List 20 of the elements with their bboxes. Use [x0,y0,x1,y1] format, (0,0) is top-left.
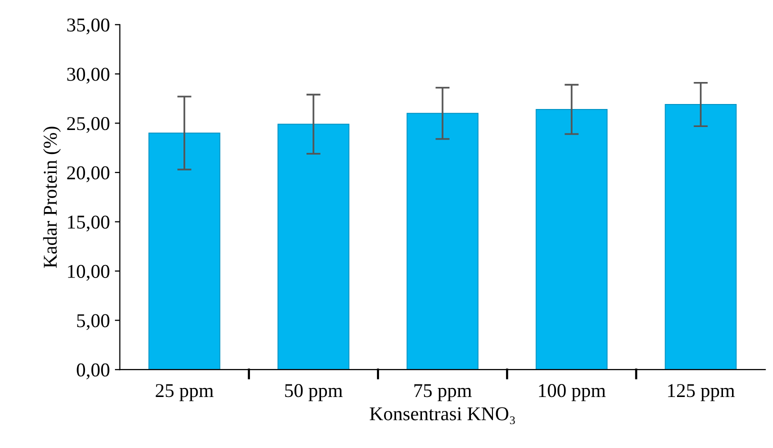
bar [664,104,737,370]
x-tick-label: 50 ppm [285,384,343,402]
y-tick-label: 20,00 [67,166,110,182]
y-tick-label: 10,00 [68,264,110,281]
x-tick-label: 100 ppm [539,384,606,402]
x-tick-label: 75 ppm [414,384,472,402]
bar [148,132,220,370]
y-tick-label: 15,00 [68,216,110,232]
y-tick-label: 25,00 [67,117,110,133]
y-tick-label: 0,00 [76,363,110,380]
x-axis-title: Konsentrasi KNO₃ [370,407,515,424]
y-tick-label: 30,00 [67,68,110,84]
bar [406,112,478,370]
y-tick-label: 5,00 [77,314,110,330]
x-tick-label: 125 ppm [668,384,735,402]
x-tick-label: 25 ppm [156,384,214,402]
bar [536,108,608,370]
y-axis-title: Kadar Protein (%) [43,126,61,268]
y-tick-label: 35,00 [67,18,110,34]
bar [278,124,350,370]
